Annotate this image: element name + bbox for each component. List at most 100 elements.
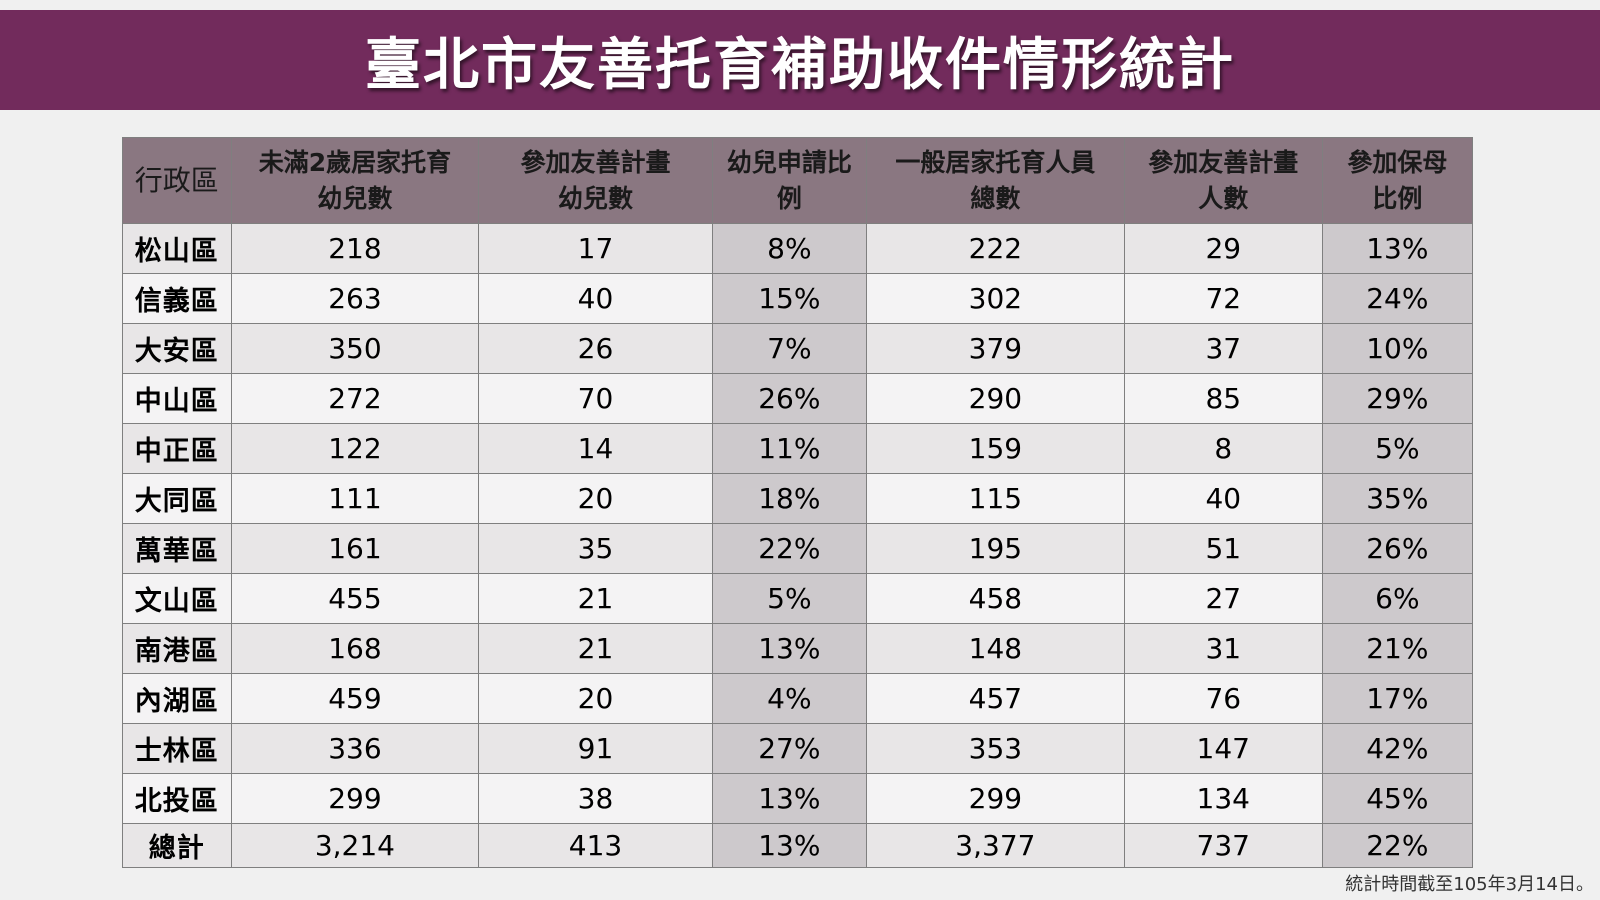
page-title: 臺北市友善托育補助收件情形統計 bbox=[365, 32, 1235, 98]
table-row: 北投區 299 38 13% 299 134 45% bbox=[122, 773, 1474, 824]
cell-children-under-2: 272 bbox=[230, 373, 480, 424]
cell-caregivers-total: 195 bbox=[865, 523, 1125, 574]
footnote: 統計時間截至105年3月14日。 bbox=[1345, 874, 1594, 895]
header-line2: 幼兒數 bbox=[557, 183, 633, 213]
cell-caregivers-in-program: 40 bbox=[1123, 473, 1323, 524]
cell-caregivers-in-program: 8 bbox=[1123, 423, 1323, 474]
cell-caregivers-total: 353 bbox=[865, 723, 1125, 774]
table-row: 內湖區 459 20 4% 457 76 17% bbox=[122, 673, 1474, 724]
cell-district: 萬華區 bbox=[122, 523, 232, 574]
cell-children-under-2: 263 bbox=[230, 273, 480, 324]
cell-children-in-program: 91 bbox=[478, 723, 713, 774]
cell-children-ratio: 15% bbox=[711, 273, 867, 324]
header-children-in-program: 參加友善計畫 幼兒數 bbox=[478, 137, 713, 224]
cell-children-in-program: 38 bbox=[478, 773, 713, 824]
cell-caregivers-in-program: 72 bbox=[1123, 273, 1323, 324]
cell-district: 總計 bbox=[122, 823, 232, 868]
cell-caregivers-total: 379 bbox=[865, 323, 1125, 374]
cell-caregivers-total: 302 bbox=[865, 273, 1125, 324]
cell-children-ratio: 7% bbox=[711, 323, 867, 374]
cell-district: 文山區 bbox=[122, 573, 232, 624]
cell-caregivers-total: 222 bbox=[865, 223, 1125, 274]
cell-children-in-program: 413 bbox=[478, 823, 713, 868]
cell-caregivers-in-program: 737 bbox=[1123, 823, 1323, 868]
table-row: 萬華區 161 35 22% 195 51 26% bbox=[122, 523, 1474, 574]
table-row: 南港區 168 21 13% 148 31 21% bbox=[122, 623, 1474, 674]
cell-children-ratio: 13% bbox=[711, 773, 867, 824]
cell-caregiver-ratio: 24% bbox=[1321, 273, 1474, 324]
cell-district: 北投區 bbox=[122, 773, 232, 824]
header-line1: 參加友善計畫 bbox=[520, 147, 671, 177]
cell-district: 內湖區 bbox=[122, 673, 232, 724]
table-row: 中山區 272 70 26% 290 85 29% bbox=[122, 373, 1474, 424]
cell-caregiver-ratio: 35% bbox=[1321, 473, 1474, 524]
cell-children-under-2: 122 bbox=[230, 423, 480, 474]
cell-district: 中山區 bbox=[122, 373, 232, 424]
cell-caregivers-total: 299 bbox=[865, 773, 1125, 824]
cell-children-in-program: 40 bbox=[478, 273, 713, 324]
title-bar: 臺北市友善托育補助收件情形統計 bbox=[0, 10, 1600, 110]
cell-caregiver-ratio: 6% bbox=[1321, 573, 1474, 624]
cell-children-ratio: 4% bbox=[711, 673, 867, 724]
cell-caregivers-in-program: 51 bbox=[1123, 523, 1323, 574]
statistics-table: 行政區 未滿2歲居家托育 幼兒數 參加友善計畫 幼兒數 幼兒申請比 例 一般居家… bbox=[122, 137, 1474, 868]
header-line1: 未滿2歲居家托育 bbox=[258, 147, 452, 177]
cell-district: 中正區 bbox=[122, 423, 232, 474]
cell-district: 士林區 bbox=[122, 723, 232, 774]
cell-caregivers-in-program: 31 bbox=[1123, 623, 1323, 674]
table-body: 松山區 218 17 8% 222 29 13% 信義區 263 40 15% 302 72 24% 大安區… bbox=[122, 223, 1474, 868]
cell-caregivers-in-program: 85 bbox=[1123, 373, 1323, 424]
table-total-row: 總計 3,214 413 13% 3,377 737 22% bbox=[122, 823, 1474, 868]
cell-caregivers-in-program: 134 bbox=[1123, 773, 1323, 824]
cell-caregiver-ratio: 17% bbox=[1321, 673, 1474, 724]
cell-children-in-program: 20 bbox=[478, 473, 713, 524]
header-line2: 總數 bbox=[970, 183, 1021, 213]
cell-children-ratio: 22% bbox=[711, 523, 867, 574]
cell-children-ratio: 8% bbox=[711, 223, 867, 274]
table-row: 文山區 455 21 5% 458 27 6% bbox=[122, 573, 1474, 624]
cell-children-under-2: 336 bbox=[230, 723, 480, 774]
table-row: 信義區 263 40 15% 302 72 24% bbox=[122, 273, 1474, 324]
header-line1: 參加保母 bbox=[1347, 147, 1448, 177]
cell-caregivers-total: 115 bbox=[865, 473, 1125, 524]
header-caregiver-ratio: 參加保母 比例 bbox=[1321, 137, 1474, 224]
header-line2: 人數 bbox=[1198, 183, 1249, 213]
cell-children-ratio: 13% bbox=[711, 623, 867, 674]
cell-caregiver-ratio: 45% bbox=[1321, 773, 1474, 824]
cell-children-under-2: 459 bbox=[230, 673, 480, 724]
header-line2: 幼兒數 bbox=[317, 183, 393, 213]
cell-caregiver-ratio: 29% bbox=[1321, 373, 1474, 424]
cell-district: 信義區 bbox=[122, 273, 232, 324]
cell-children-in-program: 26 bbox=[478, 323, 713, 374]
cell-caregivers-in-program: 29 bbox=[1123, 223, 1323, 274]
cell-caregiver-ratio: 42% bbox=[1321, 723, 1474, 774]
cell-caregivers-in-program: 27 bbox=[1123, 573, 1323, 624]
cell-children-ratio: 5% bbox=[711, 573, 867, 624]
cell-children-in-program: 70 bbox=[478, 373, 713, 424]
cell-district: 大同區 bbox=[122, 473, 232, 524]
table-row: 大安區 350 26 7% 379 37 10% bbox=[122, 323, 1474, 374]
cell-caregivers-total: 148 bbox=[865, 623, 1125, 674]
cell-caregivers-total: 3,377 bbox=[865, 823, 1125, 868]
header-line2: 例 bbox=[776, 183, 802, 213]
header-caregivers-in-program: 參加友善計畫 人數 bbox=[1123, 137, 1323, 224]
cell-children-in-program: 35 bbox=[478, 523, 713, 574]
header-children-ratio: 幼兒申請比 例 bbox=[711, 137, 867, 224]
header-line2: 比例 bbox=[1372, 183, 1423, 213]
cell-caregiver-ratio: 13% bbox=[1321, 223, 1474, 274]
header-district-label: 行政區 bbox=[134, 163, 219, 197]
cell-children-under-2: 168 bbox=[230, 623, 480, 674]
cell-children-under-2: 3,214 bbox=[230, 823, 480, 868]
header-caregivers-total: 一般居家托育人員 總數 bbox=[865, 137, 1125, 224]
cell-children-under-2: 111 bbox=[230, 473, 480, 524]
cell-children-in-program: 14 bbox=[478, 423, 713, 474]
cell-caregivers-total: 458 bbox=[865, 573, 1125, 624]
cell-caregivers-in-program: 76 bbox=[1123, 673, 1323, 724]
cell-children-in-program: 17 bbox=[478, 223, 713, 274]
cell-district: 松山區 bbox=[122, 223, 232, 274]
cell-district: 大安區 bbox=[122, 323, 232, 374]
cell-children-in-program: 21 bbox=[478, 573, 713, 624]
table-row: 士林區 336 91 27% 353 147 42% bbox=[122, 723, 1474, 774]
cell-caregiver-ratio: 21% bbox=[1321, 623, 1474, 674]
cell-children-under-2: 218 bbox=[230, 223, 480, 274]
